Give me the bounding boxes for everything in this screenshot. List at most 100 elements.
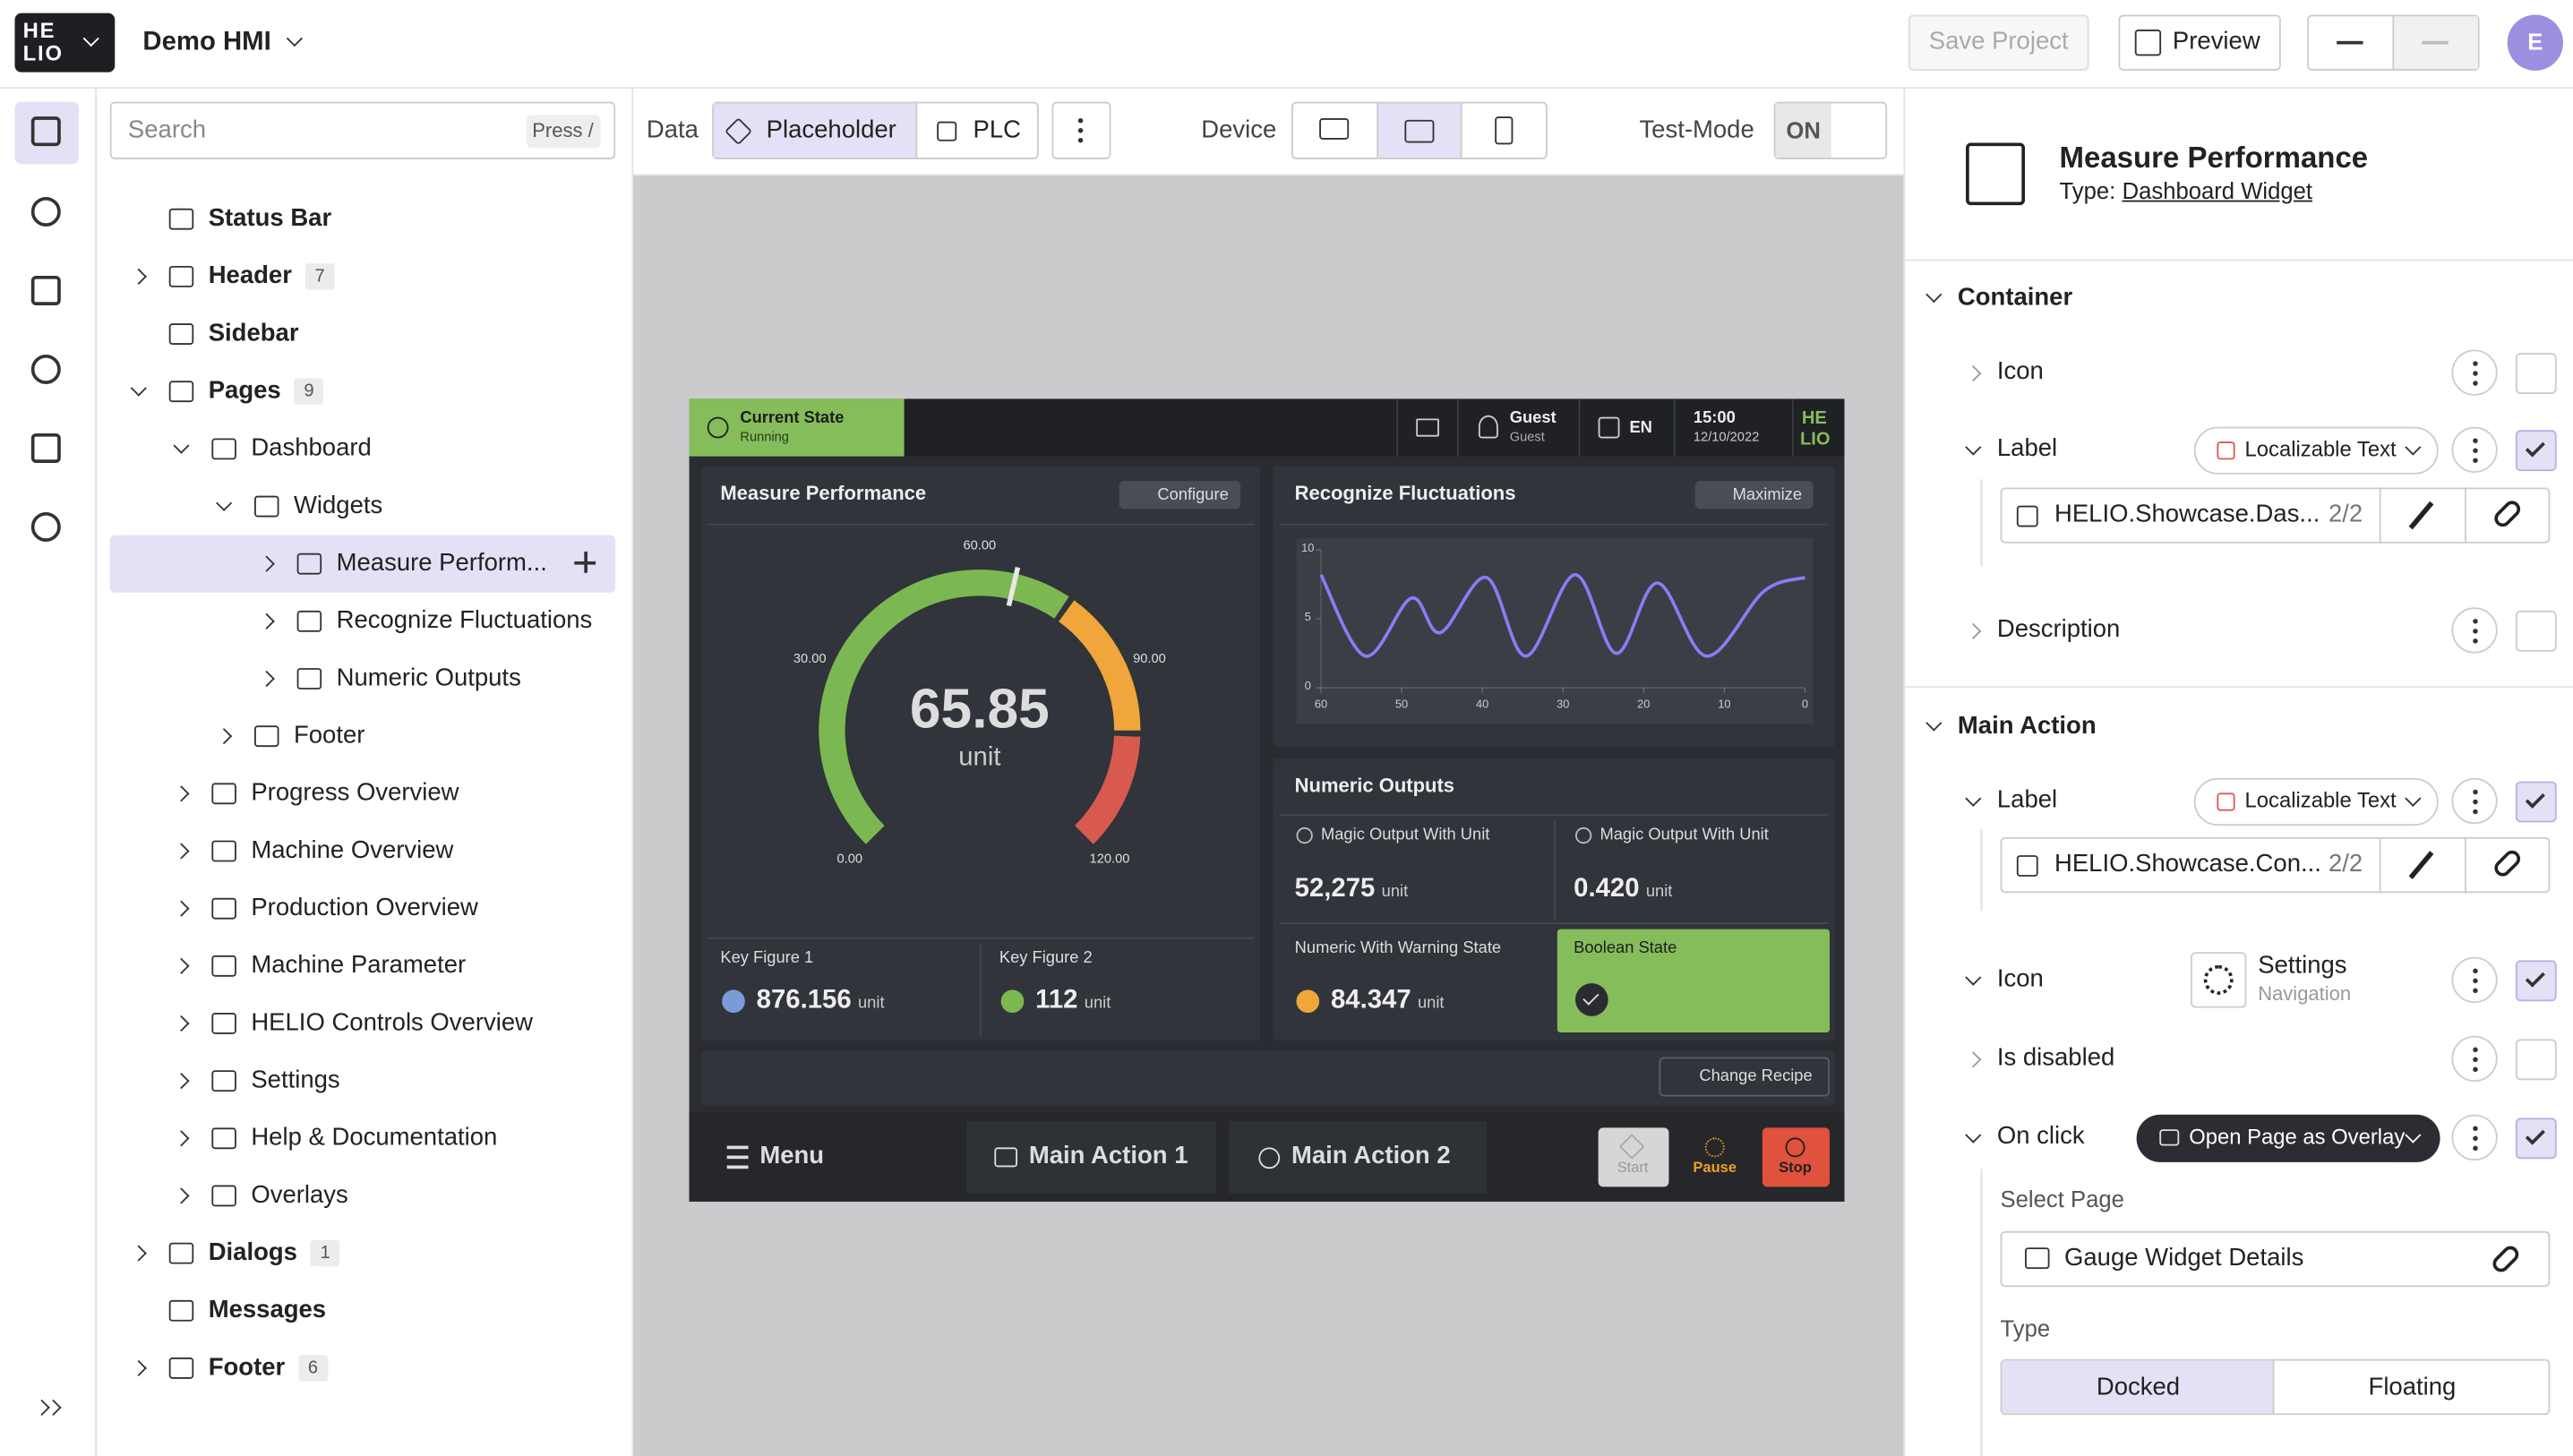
source-selected[interactable] [714,103,918,158]
tree-item[interactable]: Overlays [251,1181,347,1209]
tree-item[interactable]: Pages 9 [209,377,324,405]
tree-item[interactable]: Numeric Outputs [337,664,521,692]
type-link[interactable]: Dashboard Widget [2122,176,2313,204]
tree-icon [254,495,279,518]
history-buttons[interactable] [2307,14,2480,71]
tree-item[interactable]: Sidebar [209,320,299,347]
more-button[interactable] [2451,607,2498,654]
output-unit: unit [1381,883,1409,902]
chart-line [1319,572,1806,658]
tree-item[interactable]: Measure Perform... [337,549,547,577]
divider [1280,814,1829,817]
rail-icon[interactable] [30,116,61,147]
toolbar-label: Data [646,116,699,144]
property-label[interactable]: Icon [1996,964,2044,993]
text-input[interactable] [2000,836,2551,894]
more-button[interactable] [2451,426,2498,473]
tree-item[interactable]: HELIO Controls Overview [251,1008,533,1036]
date: 12/10/2022 [1693,429,1760,445]
x-tick-label: 10 [1718,699,1731,712]
page-input[interactable] [2000,1230,2551,1288]
text-input[interactable] [2000,487,2551,544]
project-name[interactable]: Demo HMI [142,28,271,56]
checkbox[interactable] [2515,610,2557,652]
divider [1578,398,1581,457]
more-button[interactable] [2451,956,2498,1004]
checkbox[interactable] [2515,430,2557,472]
tree-item[interactable]: Dashboard [251,434,371,462]
tree-item[interactable]: Progress Overview [251,779,459,807]
section-heading[interactable]: Container [1957,283,2073,312]
tree-item[interactable]: Machine Parameter [251,951,466,979]
phone-icon [1495,116,1514,145]
more-button[interactable] [2451,1035,2498,1083]
type-select[interactable] [2193,777,2439,826]
rail-icon[interactable] [30,196,61,227]
property-label[interactable]: Description [1996,614,2121,644]
x-tick-label: 30 [1557,699,1570,712]
section-heading[interactable]: Main Action [1957,712,2097,741]
checkbox[interactable] [2515,353,2557,394]
more-button[interactable] [2451,777,2498,825]
property-label[interactable]: On click [1996,1122,2085,1151]
checkbox[interactable] [2515,781,2557,823]
rail-icon[interactable] [30,433,61,463]
more-button[interactable] [2451,1114,2498,1161]
device-selected[interactable] [1377,103,1462,158]
property-label[interactable]: Label [1996,434,2058,463]
tree-item[interactable]: Recognize Fluctuations [337,606,593,634]
tree-item[interactable]: Dialogs 1 [209,1238,340,1266]
tree-item[interactable]: Footer [294,722,365,749]
save-button[interactable] [1908,14,2089,71]
tree-icon [168,1299,194,1322]
logo-button[interactable] [14,13,116,73]
tree-label: Header [208,261,292,290]
tree-item[interactable]: Header 7 [208,261,335,290]
avatar[interactable] [2507,14,2564,71]
property-label[interactable]: Label [1996,785,2058,814]
settings-icon [2203,964,2234,995]
property-label[interactable]: Is disabled [1996,1043,2115,1072]
maximize-button[interactable] [1694,481,1814,510]
menu-button[interactable]: Menu [759,1142,825,1170]
tree-item[interactable]: Help & Documentation [251,1124,497,1152]
recipe-button[interactable] [1659,1057,1830,1097]
source-option[interactable]: PLC [973,116,1022,144]
tree-item[interactable]: Production Overview [251,894,478,921]
plc-icon [937,121,957,141]
tree-item[interactable]: Machine Overview [251,836,453,864]
control-label[interactable]: Pause [1693,1159,1737,1176]
property-label[interactable]: Icon [1996,357,2044,386]
more-button[interactable] [1051,101,1111,159]
segment-label[interactable]: Floating [2368,1373,2457,1402]
preview-button[interactable] [2118,14,2281,71]
output-icon [1296,826,1313,844]
checkbox[interactable] [2515,960,2557,1002]
action-button[interactable] [966,1121,1216,1194]
checkbox[interactable] [2515,1118,2557,1160]
dot-icon [2472,987,2477,993]
toggle[interactable] [1773,101,1888,159]
tree-item[interactable]: Widgets [294,492,382,519]
tree-item[interactable]: Settings [251,1066,339,1094]
divider [1903,259,2573,261]
icon-preview[interactable] [2191,952,2247,1008]
tree-label: Machine Overview [251,835,454,865]
action-select[interactable] [2136,1114,2440,1162]
segment-selected[interactable] [2002,1360,2275,1414]
undo-icon [2337,40,2363,45]
tree-item[interactable]: Status Bar [209,204,331,232]
user-role: Guest [1509,429,1545,445]
tree-item[interactable]: Footer 6 [209,1353,329,1382]
type-select[interactable] [2193,426,2439,475]
checkbox[interactable] [2515,1039,2557,1081]
tree-item[interactable]: Messages [209,1296,326,1323]
rail-icon[interactable] [30,511,61,542]
output-value: 84.347 [1330,986,1411,1015]
rail-icon[interactable] [30,275,61,305]
search-input[interactable] [109,101,616,159]
configure-button[interactable] [1119,481,1241,510]
start-button[interactable] [1598,1127,1669,1187]
more-button[interactable] [2451,349,2498,396]
rail-icon[interactable] [30,354,61,384]
